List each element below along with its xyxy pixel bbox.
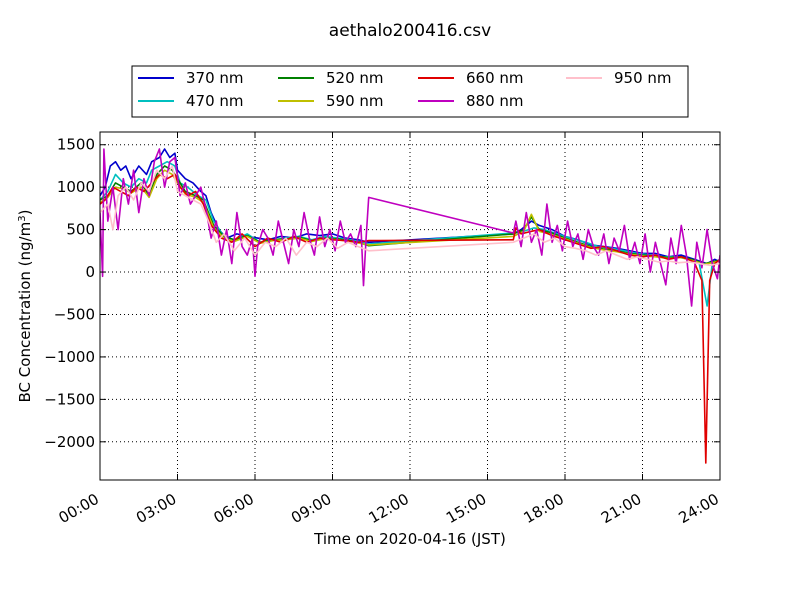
y-tick-label: 0: [85, 263, 95, 281]
legend-label: 370 nm: [186, 69, 244, 87]
series-line-370-nm: [100, 148, 720, 265]
legend: 370 nm 470 nm 520 nm 590 nm 660 nm 880 nm 950 …: [131, 65, 689, 118]
y-axis: 1500 1000 500 0 −500 −1000 −1500 −2000: [44, 136, 720, 451]
y-axis-label-end: ): [16, 210, 34, 216]
y-tick-label: 500: [66, 221, 95, 239]
series-line-950-nm: [100, 165, 720, 267]
y-tick-label: 1000: [57, 178, 95, 196]
legend-label: 590 nm: [326, 92, 384, 110]
legend-label: 950 nm: [614, 69, 672, 87]
x-axis-label: Time on 2020-04-16 (JST): [313, 530, 506, 548]
y-axis-label-main: BC Concentration (ng/m: [16, 222, 34, 403]
legend-label: 470 nm: [186, 92, 244, 110]
y-axis-label-sup: 3: [17, 215, 28, 221]
y-axis-label: BC Concentration (ng/m3): [16, 210, 34, 403]
y-tick-label: −1000: [44, 348, 95, 366]
chart-title: aethalo200416.csv: [329, 21, 491, 41]
grid: [99, 132, 721, 480]
y-tick-label: −500: [54, 305, 95, 323]
series-lines: [100, 148, 720, 464]
legend-label: 660 nm: [466, 69, 524, 87]
legend-label: 880 nm: [466, 92, 524, 110]
y-tick-label: 1500: [57, 136, 95, 154]
y-tick-label: −1500: [44, 390, 95, 408]
y-tick-label: −2000: [44, 433, 95, 451]
legend-box: [131, 65, 689, 118]
legend-label: 520 nm: [326, 69, 384, 87]
